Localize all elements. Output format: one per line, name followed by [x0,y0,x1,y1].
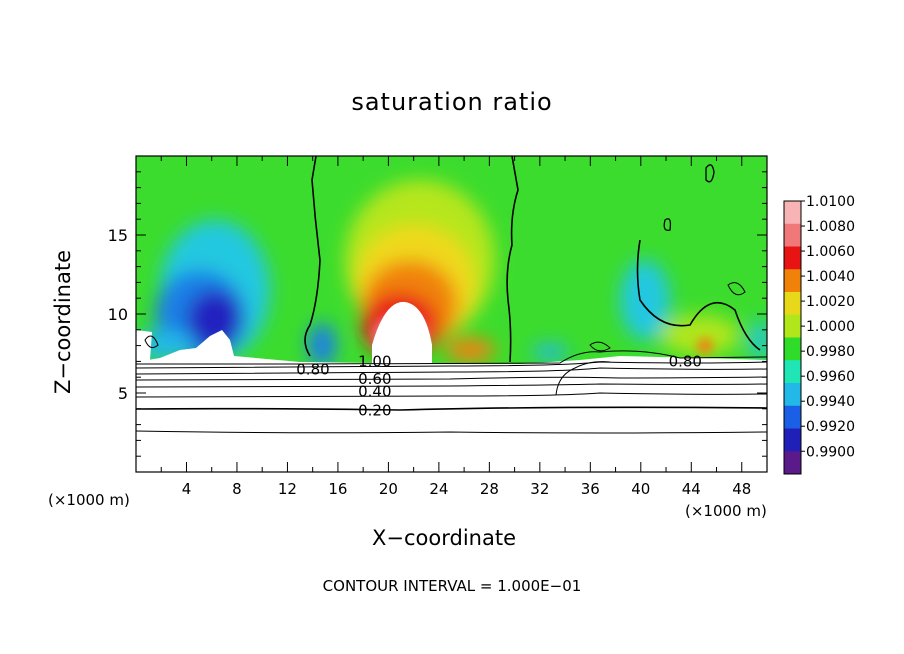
x-unit-right: (×1000 m) [685,502,767,520]
colorbar-label: 1.0040 [806,269,855,285]
colorbar-swatch [784,292,801,316]
colorbar-swatch [784,405,801,429]
contour-label: 0.80 [669,352,702,370]
colorbar-label: 0.9960 [806,369,855,385]
colorbar-swatch [784,451,801,475]
contour-label: 0.40 [358,382,391,400]
colorbar-swatch [784,337,801,361]
x-tick-label: 32 [530,480,549,498]
colorbar-swatch [784,383,801,407]
colorbar-swatch [784,314,801,338]
x-tick-label: 28 [480,480,499,498]
x-tick-label: 4 [182,480,192,498]
colorbar-swatch [784,201,801,225]
colorbar-label: 0.9980 [806,344,855,360]
colorbar-label: 0.9940 [806,394,855,410]
colorbar-swatch [784,246,801,270]
contour-lines [136,156,767,434]
x-tick-label: 40 [631,480,650,498]
x-tick-label: 48 [732,480,751,498]
x-tick-label: 36 [581,480,600,498]
contour-label: 0.20 [358,401,391,419]
chart-title: saturation ratio [351,88,553,116]
y-axis: 5 10 15 [108,171,767,457]
colorbar-swatch [784,223,801,247]
colorbar-label: 0.9900 [806,444,855,460]
colorbar-label: 1.0100 [806,194,855,210]
contour-label: 1.00 [358,352,391,370]
colorbar-frame [783,200,802,475]
contour-label: 0.80 [296,360,329,378]
heatmap-field [136,156,767,472]
colorbar-label: 1.0080 [806,219,855,235]
x-tick-label: 20 [379,480,398,498]
colorbar: 1.0100 1.0080 1.0060 1.0040 1.0020 1.0000 0.99… [783,194,855,475]
colorbar-label: 1.0060 [806,244,855,260]
x-tick-label: 44 [682,480,701,498]
y-tick-label: 15 [108,226,128,245]
contour-labels: 1.00 0.80 0.600.400.20 0.80 [296,352,702,419]
colorbar-swatch [784,428,801,452]
x-tick-label: 8 [232,480,242,498]
x-tick-label: 12 [278,480,297,498]
colorbar-label: 1.0000 [806,319,855,335]
x-unit-left: (×1000 m) [48,491,130,509]
contour-label: 0.60 [358,370,391,388]
contour-interval-note: CONTOUR INTERVAL = 1.000E−01 [322,577,582,595]
y-tick-label: 10 [108,305,128,324]
colorbar-label: 1.0020 [806,294,855,310]
y-tick-label: 5 [118,384,128,403]
colorbar-label: 0.9920 [806,419,855,435]
colorbar-swatch [784,269,801,293]
x-axis: 4 8 12 16 20 24 28 32 36 40 44 48 [160,156,751,498]
x-axis-label: X−coordinate [372,526,516,550]
colorbar-swatch [784,360,801,384]
x-tick-label: 24 [429,480,448,498]
x-tick-label: 16 [328,480,347,498]
